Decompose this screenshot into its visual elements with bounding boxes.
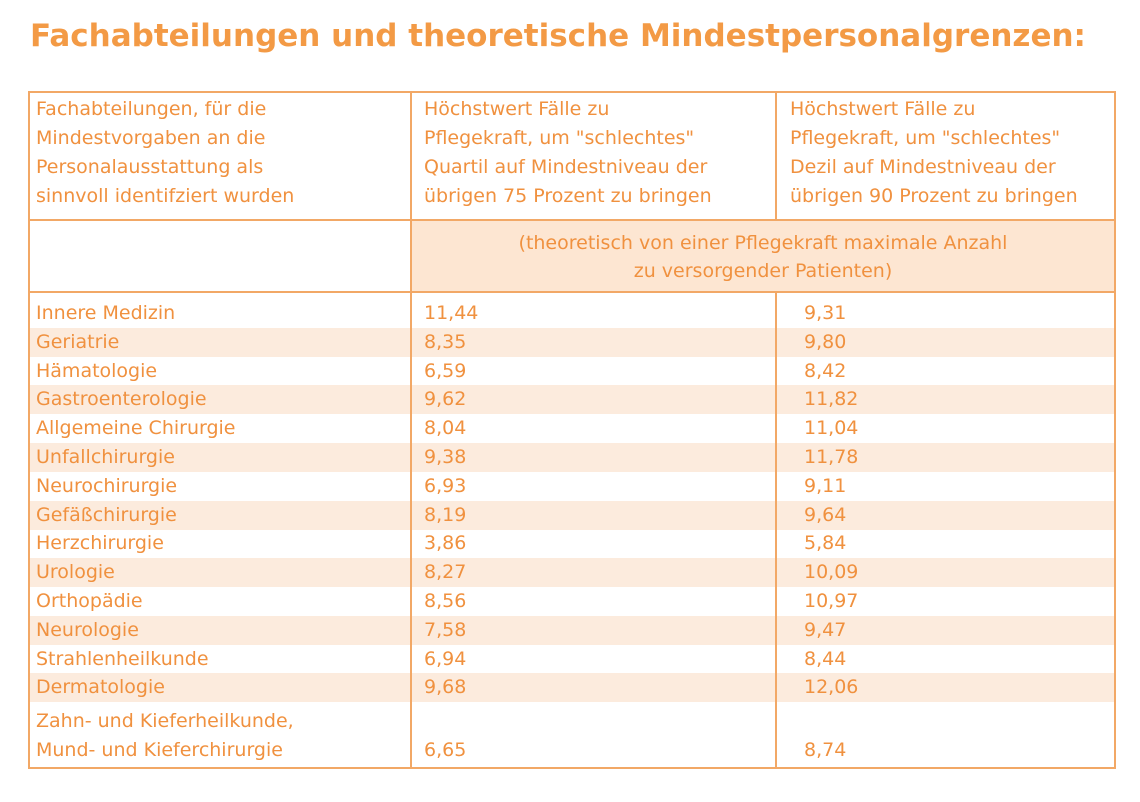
row-value-90: 9,11 — [804, 474, 847, 497]
row-name: Orthopädie — [36, 590, 143, 612]
row-name: Innere Medizin — [36, 302, 176, 324]
body-divider — [30, 291, 1114, 293]
row-value-90: 9,80 — [804, 330, 847, 353]
row-value-75: 7,58 — [424, 618, 467, 641]
header-col1-line: Mindestvorgaben an die — [36, 127, 266, 149]
row-name: Dermatologie — [36, 676, 165, 699]
header-col1-line: Fachabteilungen, für die — [36, 98, 267, 120]
column-divider — [410, 93, 412, 767]
row-value-90: 8,44 — [804, 647, 847, 670]
column-divider — [775, 291, 777, 767]
row-value-75: 8,35 — [424, 330, 467, 353]
row-value-90: 5,84 — [804, 532, 847, 555]
table-row: Neurologie 7,58 9,47 — [30, 615, 1114, 645]
header-col1-line: Personalausstattung als — [36, 156, 264, 178]
header-col3-line: Pflegekraft, um "schlechtes" — [790, 127, 1061, 149]
row-value-75: 8,19 — [424, 503, 467, 526]
data-table: (theoretisch von einer Pflegekraft maxim… — [28, 91, 1116, 769]
page-title: Fachabteilungen und theoretische Mindest… — [30, 18, 1086, 54]
unit-band — [412, 221, 1114, 292]
table-row: Dermatologie 9,68 12,06 — [30, 673, 1114, 703]
row-value-75: 3,86 — [424, 532, 467, 555]
row-value-90: 10,97 — [804, 590, 859, 612]
row-value-75: 8,04 — [424, 417, 467, 440]
table-row: Unfallchirurgie 9,38 11,78 — [30, 443, 1114, 472]
table-row: Innere Medizin 11,44 9,31 — [30, 299, 1114, 328]
table-row: Strahlenheilkunde 6,94 8,44 — [30, 645, 1114, 674]
header-col2-line: Quartil auf Mindestniveau der — [424, 156, 708, 178]
row-value-75: 8,56 — [424, 590, 467, 612]
header-divider — [30, 219, 1114, 221]
table-row: Zahn- und Kieferheilkunde, Mund- und Kie… — [30, 703, 1114, 769]
row-value-90: 12,06 — [804, 676, 859, 699]
row-name: Neurologie — [36, 618, 139, 641]
table-row: Allgemeine Chirurgie 8,04 11,04 — [30, 414, 1114, 443]
row-name-line: Mund- und Kieferchirurgie — [36, 739, 283, 761]
row-name: Gastroenterologie — [36, 388, 207, 411]
row-value-90: 9,31 — [804, 302, 847, 324]
row-value-90: 9,47 — [804, 618, 847, 641]
row-name: Unfallchirurgie — [36, 446, 175, 468]
table-row: Geriatrie 8,35 9,80 — [30, 327, 1114, 357]
row-name-line: Zahn- und Kieferheilkunde, — [36, 710, 294, 732]
row-value-90: 11,78 — [804, 446, 859, 468]
header-col3-line: Höchstwert Fälle zu — [790, 98, 976, 120]
unit-note-line: zu versorgender Patienten) — [633, 260, 893, 282]
row-value-75: 9,68 — [424, 676, 467, 699]
header-col1-line: sinnvoll identifziert wurden — [36, 185, 295, 207]
row-value-90: 9,64 — [804, 503, 847, 526]
header-col2-line: Pflegekraft, um "schlechtes" — [424, 127, 695, 149]
header-col3: Höchstwert Fälle zu Pflegekraft, um "sch… — [790, 95, 1078, 211]
table-row: Urologie 8,27 10,09 — [30, 558, 1114, 588]
table-row: Gastroenterologie 9,62 11,82 — [30, 385, 1114, 415]
header-col1: Fachabteilungen, für die Mindestvorgaben… — [36, 95, 294, 211]
row-value-75: 9,38 — [424, 446, 467, 468]
header-col3-line: Dezil auf Mindestniveau der — [790, 156, 1056, 178]
row-value-90: 11,82 — [804, 388, 859, 411]
row-name: Neurochirurgie — [36, 474, 178, 497]
row-value-75: 8,27 — [424, 561, 467, 584]
header-col3-line: übrigen 90 Prozent zu bringen — [790, 185, 1078, 207]
table-row: Neurochirurgie 6,93 9,11 — [30, 472, 1114, 501]
unit-note: (theoretisch von einer Pflegekraft maxim… — [412, 229, 1114, 285]
row-value-75: 11,44 — [424, 302, 479, 324]
header-col2-line: Höchstwert Fälle zu — [424, 98, 610, 120]
row-name: Gefäßchirurgie — [36, 503, 177, 526]
row-value-75: 9,62 — [424, 388, 467, 411]
row-name: Allgemeine Chirurgie — [36, 417, 236, 440]
row-value-90: 8,74 — [804, 739, 847, 761]
table-row: Hämatologie 6,59 8,42 — [30, 357, 1114, 386]
row-name: Strahlenheilkunde — [36, 647, 209, 670]
row-name: Geriatrie — [36, 330, 120, 353]
row-value-90: 8,42 — [804, 359, 847, 382]
row-value-75: 6,59 — [424, 359, 467, 382]
row-value-75: 6,93 — [424, 474, 467, 497]
column-divider — [775, 93, 777, 221]
table-row: Herzchirurgie 3,86 5,84 — [30, 529, 1114, 558]
table-row: Gefäßchirurgie 8,19 9,64 — [30, 500, 1114, 530]
row-value-75: 6,94 — [424, 647, 467, 670]
row-value-90: 11,04 — [804, 417, 859, 440]
row-name: Urologie — [36, 561, 115, 584]
unit-note-line: (theoretisch von einer Pflegekraft maxim… — [518, 232, 1008, 254]
table-row: Orthopädie 8,56 10,97 — [30, 587, 1114, 616]
header-col2: Höchstwert Fälle zu Pflegekraft, um "sch… — [424, 95, 712, 211]
row-name: Herzchirurgie — [36, 532, 164, 555]
row-value-90: 10,09 — [804, 561, 859, 584]
row-name: Hämatologie — [36, 359, 158, 382]
header-col2-line: übrigen 75 Prozent zu bringen — [424, 185, 712, 207]
row-value-75: 6,65 — [424, 739, 467, 761]
